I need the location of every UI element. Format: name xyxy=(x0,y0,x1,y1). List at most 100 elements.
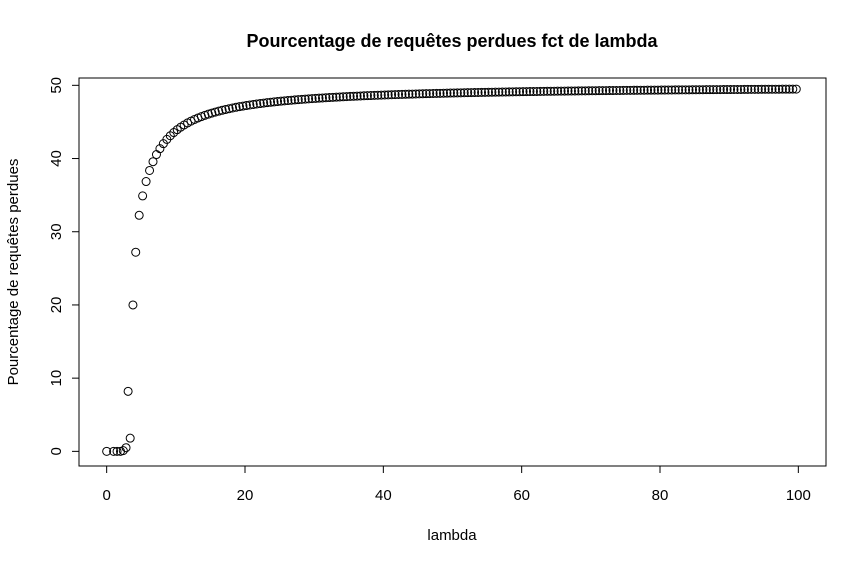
data-point xyxy=(587,86,597,96)
data-point xyxy=(542,86,552,96)
data-point xyxy=(774,84,784,94)
data-points xyxy=(102,84,801,456)
data-point xyxy=(411,89,421,99)
data-point xyxy=(463,88,473,98)
data-point xyxy=(245,100,255,110)
data-point xyxy=(494,87,504,97)
y-tick-label: 0 xyxy=(48,447,65,455)
data-point xyxy=(656,85,666,95)
data-point xyxy=(273,97,283,107)
data-point xyxy=(760,84,770,94)
y-tick-label: 30 xyxy=(48,223,65,240)
data-point xyxy=(266,97,276,107)
data-point xyxy=(221,104,231,114)
data-point xyxy=(477,87,487,97)
data-point xyxy=(791,84,801,94)
data-point xyxy=(708,85,718,95)
y-tick-label: 10 xyxy=(48,370,65,387)
data-point xyxy=(383,90,393,100)
data-point xyxy=(701,85,711,95)
chart-title: Pourcentage de requêtes perdues fct de l… xyxy=(246,31,658,51)
data-point xyxy=(359,91,369,101)
data-point xyxy=(743,84,753,94)
data-point xyxy=(279,96,289,106)
data-point xyxy=(125,433,135,443)
data-point xyxy=(210,107,220,117)
data-point xyxy=(128,300,138,310)
data-point xyxy=(439,88,449,98)
data-point xyxy=(297,94,307,104)
data-point xyxy=(407,89,417,99)
data-point xyxy=(328,92,338,102)
data-point xyxy=(598,86,608,96)
data-point xyxy=(511,87,521,97)
x-tick-label: 60 xyxy=(513,487,530,504)
data-point xyxy=(418,89,428,99)
data-point xyxy=(736,84,746,94)
data-point xyxy=(456,88,466,98)
data-point xyxy=(591,86,601,96)
data-point xyxy=(269,97,279,107)
data-point xyxy=(757,84,767,94)
data-point xyxy=(490,87,500,97)
data-point xyxy=(214,106,224,116)
data-point xyxy=(781,84,791,94)
data-point xyxy=(134,210,144,220)
data-point xyxy=(522,87,532,97)
data-point xyxy=(508,87,518,97)
data-point xyxy=(553,86,563,96)
data-point xyxy=(611,85,621,95)
data-point xyxy=(238,101,248,111)
data-point xyxy=(694,85,704,95)
data-point xyxy=(109,446,119,456)
data-point xyxy=(722,85,732,95)
data-point xyxy=(539,86,549,96)
data-point xyxy=(442,88,452,98)
data-point xyxy=(324,93,334,103)
data-point xyxy=(311,93,321,103)
data-point xyxy=(663,85,673,95)
data-point xyxy=(314,93,324,103)
data-point xyxy=(459,88,469,98)
data-point xyxy=(293,95,303,105)
data-point xyxy=(404,89,414,99)
data-point xyxy=(121,443,131,453)
data-point xyxy=(764,84,774,94)
data-point xyxy=(290,95,300,105)
data-point xyxy=(560,86,570,96)
x-tick-label: 20 xyxy=(237,487,254,504)
data-point xyxy=(231,102,241,112)
x-tick-label: 0 xyxy=(102,487,110,504)
x-axis-label: lambda xyxy=(427,527,477,544)
y-axis: 0 10 20 30 40 50 xyxy=(48,77,80,456)
data-point xyxy=(283,96,293,106)
data-point xyxy=(504,87,514,97)
data-point xyxy=(307,94,317,104)
data-point xyxy=(556,86,566,96)
data-point xyxy=(425,89,435,99)
data-point xyxy=(470,88,480,98)
plot-frame xyxy=(78,77,827,467)
data-point xyxy=(145,165,155,175)
data-point xyxy=(681,85,691,95)
data-point xyxy=(255,99,265,109)
data-point xyxy=(321,93,331,103)
y-tick-label: 50 xyxy=(48,77,65,94)
data-point xyxy=(369,90,379,100)
data-point xyxy=(217,105,227,115)
data-point xyxy=(750,84,760,94)
data-point xyxy=(259,98,269,108)
data-point xyxy=(546,86,556,96)
data-point xyxy=(653,85,663,95)
data-point xyxy=(715,85,725,95)
data-point xyxy=(331,92,341,102)
data-point xyxy=(487,87,497,97)
data-point xyxy=(608,86,618,96)
data-point xyxy=(421,89,431,99)
data-point xyxy=(387,90,397,100)
data-point xyxy=(788,84,798,94)
data-point xyxy=(580,86,590,96)
x-tick-label: 40 xyxy=(375,487,392,504)
data-point xyxy=(373,90,383,100)
data-point xyxy=(380,90,390,100)
